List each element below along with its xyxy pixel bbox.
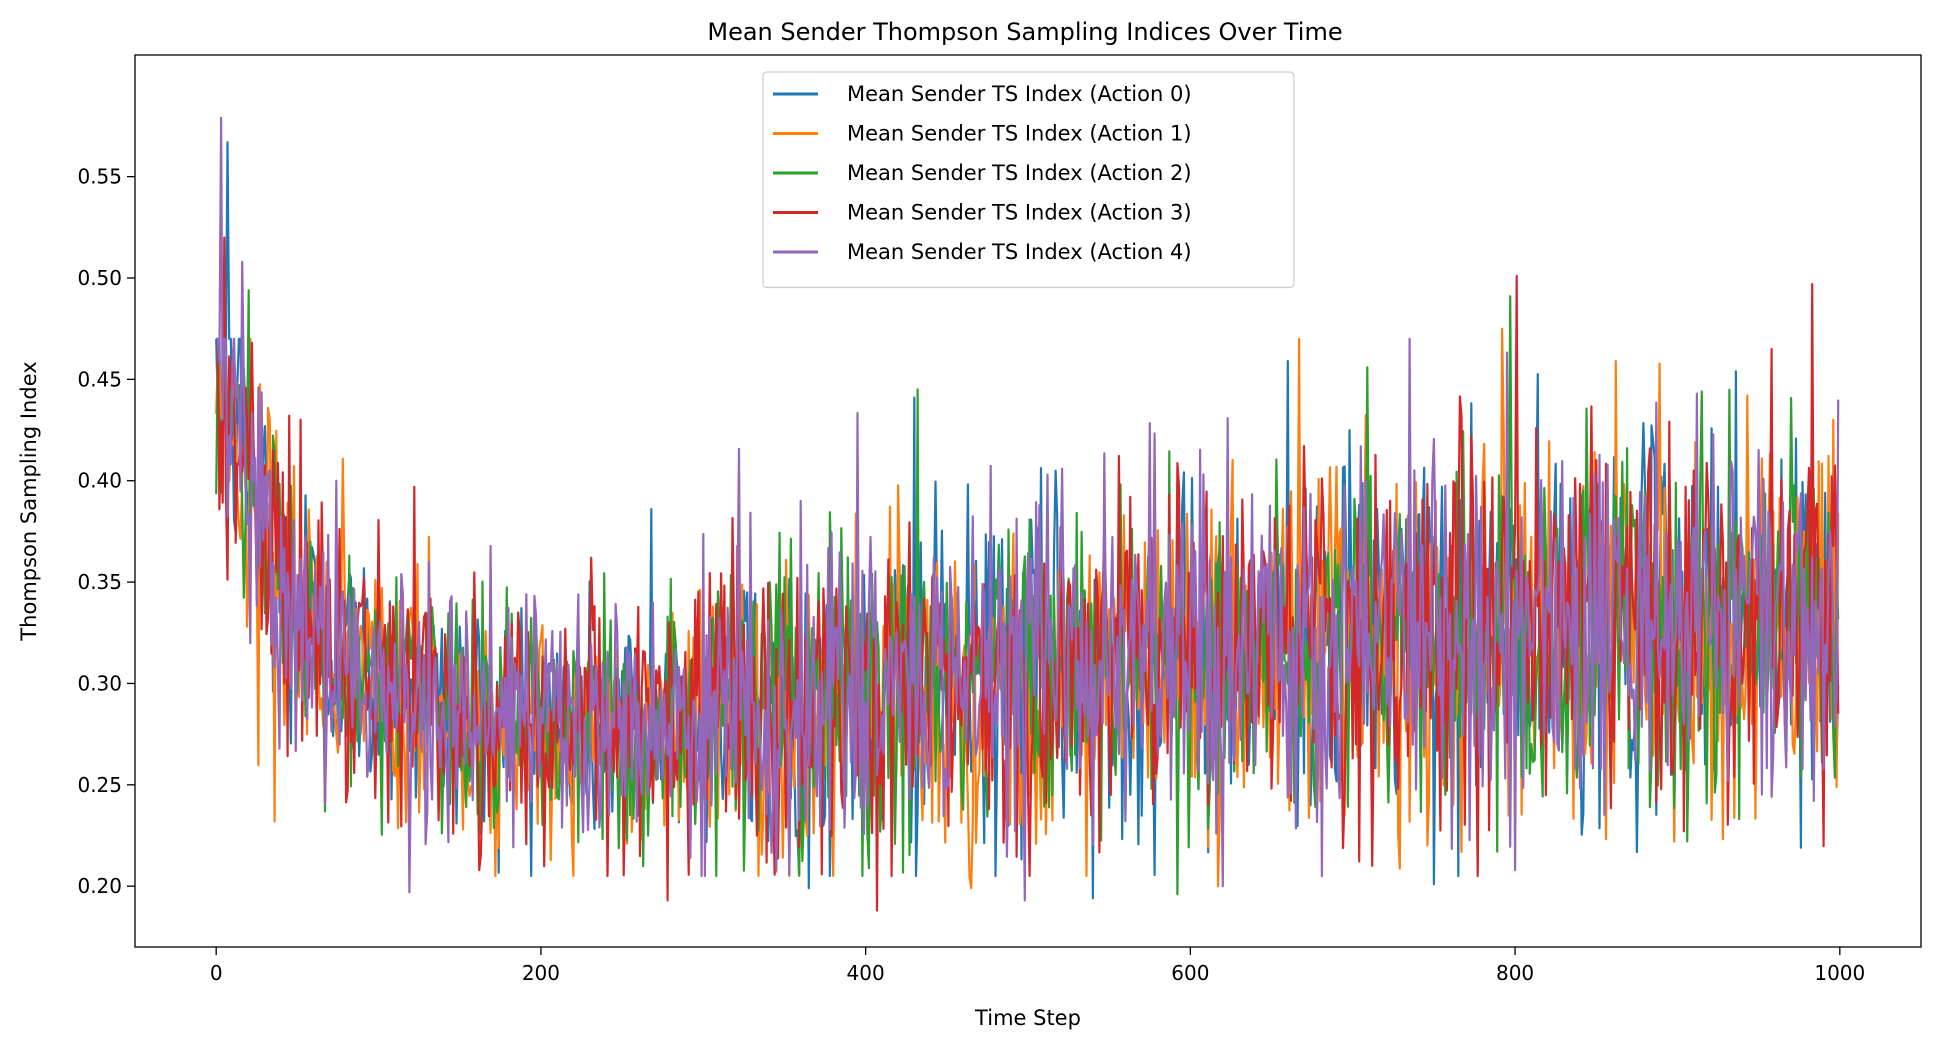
x-axis-label: Time Step [974, 1006, 1081, 1030]
x-tick-label: 800 [1496, 961, 1534, 985]
x-tick-label: 0 [210, 961, 223, 985]
legend-entry-action-2: Mean Sender TS Index (Action 2) [847, 161, 1192, 185]
y-tick-label: 0.20 [77, 874, 122, 898]
chart-title: Mean Sender Thompson Sampling Indices Ov… [707, 18, 1342, 46]
y-tick-label: 0.45 [77, 367, 122, 391]
y-tick-label: 0.40 [77, 469, 122, 493]
x-axis: 0 200 400 600 800 1000 [210, 947, 1865, 985]
y-axis: 0.20 0.25 0.30 0.35 0.40 0.45 0.50 0.55 [77, 165, 135, 898]
x-tick-label: 600 [1171, 961, 1209, 985]
legend-entry-action-4: Mean Sender TS Index (Action 4) [847, 240, 1192, 264]
y-tick-label: 0.25 [77, 773, 122, 797]
plot-frame [134, 54, 1922, 948]
y-tick-label: 0.50 [77, 266, 122, 290]
legend-entry-action-3: Mean Sender TS Index (Action 3) [847, 201, 1192, 225]
legend-entry-action-0: Mean Sender TS Index (Action 0) [847, 82, 1192, 106]
y-tick-label: 0.35 [77, 570, 122, 594]
x-tick-label: 400 [847, 961, 885, 985]
y-tick-label: 0.30 [77, 671, 122, 695]
legend-entry-action-1: Mean Sender TS Index (Action 1) [847, 122, 1192, 146]
x-tick-label: 1000 [1814, 961, 1865, 985]
series-line-action-4 [216, 116, 1840, 902]
y-tick-label: 0.55 [77, 165, 122, 189]
y-axis-label: Thompson Sampling Index [17, 361, 41, 641]
x-tick-label: 200 [522, 961, 560, 985]
series-layer [215, 116, 1840, 912]
legend-box [762, 71, 1295, 289]
legend: Mean Sender TS Index (Action 0) Mean Send… [762, 71, 1295, 289]
